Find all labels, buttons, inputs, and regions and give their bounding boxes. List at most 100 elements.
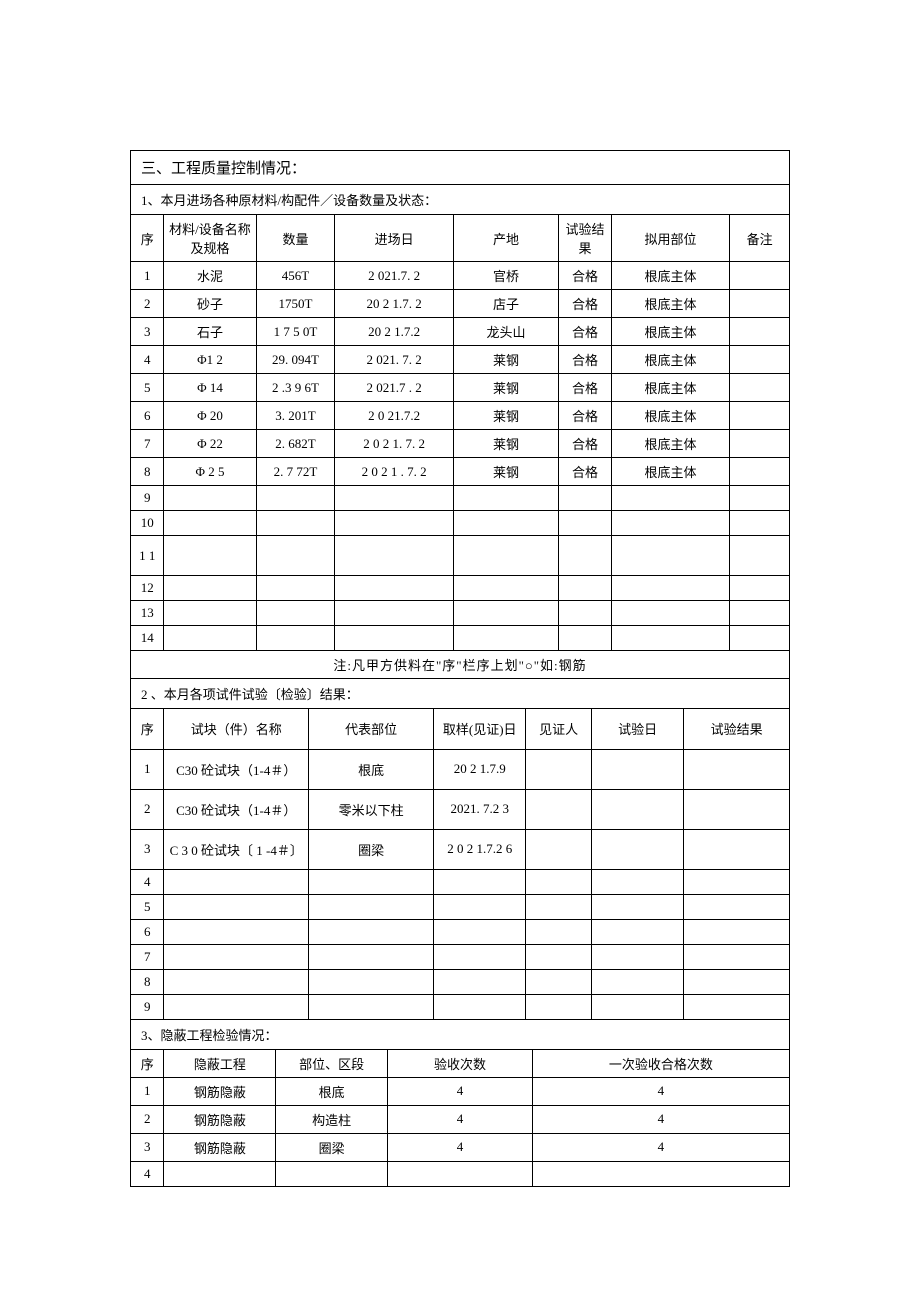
table-cell [684,869,789,894]
materials-table: 序材料/设备名称及规格数量进场日产地试验结果拟用部位备注 1水泥456T2 02… [131,215,789,679]
column-header: 见证人 [526,709,592,749]
column-header: 取样(见证)日 [434,709,526,749]
table-cell: 2 [131,290,164,318]
table-row: 8Φ 2 52. 7 72T2 0 2 1 . 7. 2莱钢合格根底主体 [131,458,789,486]
table-cell: 2 0 2 1.7.2 6 [434,829,526,869]
table-cell [592,919,684,944]
column-header: 备注 [730,215,789,262]
table-cell [164,969,309,994]
table-cell [453,486,558,511]
table-cell [592,994,684,1019]
table-cell: 莱钢 [453,346,558,374]
table-cell [335,576,453,601]
table-cell [611,601,729,626]
table-cell: 8 [131,969,164,994]
table-cell [611,486,729,511]
table-cell [730,458,789,486]
table-row: 1C30 砼试块（1-4＃）根底20 2 1.7.9 [131,749,789,789]
table-cell: 根底主体 [611,290,729,318]
table-row: 14 [131,626,789,651]
table-cell: 合格 [559,262,612,290]
table-cell: 6 [131,402,164,430]
table-cell [164,486,256,511]
table-cell [730,402,789,430]
table-cell [730,486,789,511]
table-cell: 合格 [559,346,612,374]
table-cell [684,894,789,919]
table-row: 3石子1 7 5 0T20 2 1.7.2龙头山合格根底主体 [131,318,789,346]
table-cell [388,1161,533,1186]
column-header: 试验结果 [684,709,789,749]
table-cell [434,994,526,1019]
table-cell: 2 [131,1105,164,1133]
table1-caption: 1、本月进场各种原材料/构配件／设备数量及状态： [131,185,789,215]
table2-caption: 2 、本月各项试件试验〔检验〕结果： [131,679,789,709]
table-cell [730,318,789,346]
column-header: 代表部位 [309,709,434,749]
table-cell: 20 2 1.7.2 [335,318,453,346]
table-cell [309,869,434,894]
table-cell: 石子 [164,318,256,346]
table-row: 5 [131,894,789,919]
column-header: 数量 [256,215,335,262]
table-cell: 莱钢 [453,458,558,486]
table1-note: 注:凡甲方供料在"序"栏序上划"○"如:钢筋 [131,651,789,679]
table-cell [684,944,789,969]
table-cell [453,511,558,536]
table-cell: 合格 [559,402,612,430]
table-row: 4 [131,869,789,894]
table-row: 5Φ 142 .3 9 6T2 021.7 . 2莱钢合格根底主体 [131,374,789,402]
column-header: 一次验收合格次数 [532,1050,789,1078]
table-cell: 2 0 2 1. 7. 2 [335,430,453,458]
table-cell [730,290,789,318]
table-cell [256,626,335,651]
table-cell: 1 [131,262,164,290]
table-cell: 2 021.7. 2 [335,262,453,290]
table-cell: 零米以下柱 [309,789,434,829]
table-cell: 4 [532,1077,789,1105]
table-cell: 4 [131,869,164,894]
table-cell [434,969,526,994]
table-cell: Φ 2 5 [164,458,256,486]
table-cell [434,944,526,969]
table-cell [164,944,309,969]
table-cell: 2021. 7.2 3 [434,789,526,829]
table-cell [453,576,558,601]
table-cell: 砂子 [164,290,256,318]
column-header: 试验日 [592,709,684,749]
table-cell [434,869,526,894]
table-cell [684,969,789,994]
table-cell [164,601,256,626]
table-cell [559,536,612,576]
table-cell: 合格 [559,318,612,346]
table-cell: 4 [388,1105,533,1133]
table-cell: C30 砼试块（1-4＃） [164,789,309,829]
table-row: 10 [131,511,789,536]
table-cell: 龙头山 [453,318,558,346]
column-header: 材料/设备名称及规格 [164,215,256,262]
table-cell: 根底 [309,749,434,789]
table-row: 7 [131,944,789,969]
table-cell [434,894,526,919]
table-cell: 4 [532,1105,789,1133]
table-cell [684,994,789,1019]
table-row: 2钢筋隐蔽构造柱44 [131,1105,789,1133]
table-cell: 3 [131,829,164,869]
column-header: 验收次数 [388,1050,533,1078]
table-cell [256,511,335,536]
table-cell: 3 [131,318,164,346]
table-cell [453,601,558,626]
table-cell: 1 1 [131,536,164,576]
table-cell: Φ 22 [164,430,256,458]
table3-caption: 3、隐蔽工程检验情况： [131,1020,789,1050]
tests-table: 序试块（件）名称代表部位取样(见证)日见证人试验日试验结果 1C30 砼试块（1… [131,709,789,1020]
table-cell [335,601,453,626]
table-row: 2砂子1750T20 2 1.7. 2店子合格根底主体 [131,290,789,318]
table-cell [592,829,684,869]
table-cell: 3. 201T [256,402,335,430]
table-cell [592,869,684,894]
table-cell: 根底主体 [611,458,729,486]
table-cell: 合格 [559,430,612,458]
table-row: 7Φ 222. 682T2 0 2 1. 7. 2莱钢合格根底主体 [131,430,789,458]
table-cell [309,969,434,994]
